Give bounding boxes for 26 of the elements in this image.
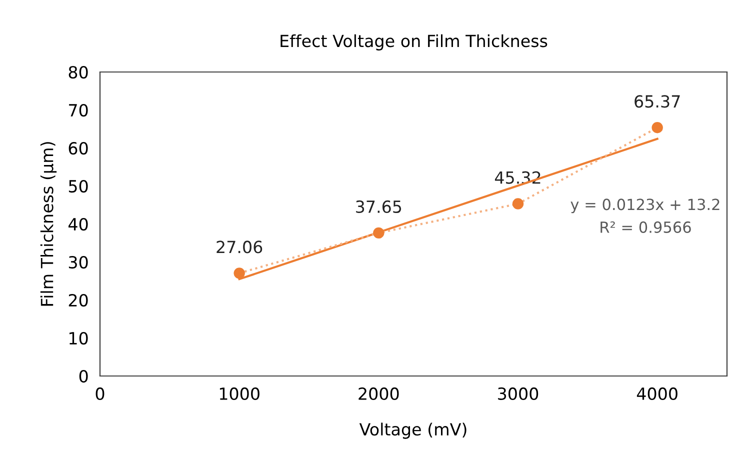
y-tick-label: 10 [70, 332, 88, 345]
x-tick-label: 2000 [358, 387, 399, 400]
point [234, 268, 245, 279]
y-tick-label: 50 [68, 180, 88, 193]
x-tick-label: 3000 [498, 387, 538, 400]
point [373, 227, 384, 239]
y-tick-label: 20 [68, 294, 88, 307]
point [652, 122, 663, 134]
x-tick-label: 4000 [636, 387, 678, 400]
data-label: 65.37 [634, 95, 680, 108]
y-tick-label: 70 [69, 104, 88, 117]
y-tick-label: 80 [68, 66, 88, 79]
x-tick-label: 1000 [220, 387, 260, 400]
y-tick-label: 60 [68, 142, 88, 155]
annotation: y = 0.0123x + 13.2 [570, 198, 720, 214]
data-label: 27.06 [216, 240, 262, 254]
y-tick-label: 0 [79, 370, 88, 383]
annotation: R² = 0.9566 [600, 221, 691, 233]
chart-title: Effect Voltage on Film Thickness [280, 34, 548, 50]
x-axis-title: Voltage (mV) [359, 422, 466, 439]
y-axis-title: Film Thickness (µm) [40, 142, 57, 306]
y-tick-label: 30 [68, 256, 88, 269]
point [512, 198, 524, 210]
y-tick-label: 40 [68, 218, 88, 231]
x-tick-label: 0 [96, 387, 104, 400]
data-label: 37.65 [356, 200, 402, 214]
